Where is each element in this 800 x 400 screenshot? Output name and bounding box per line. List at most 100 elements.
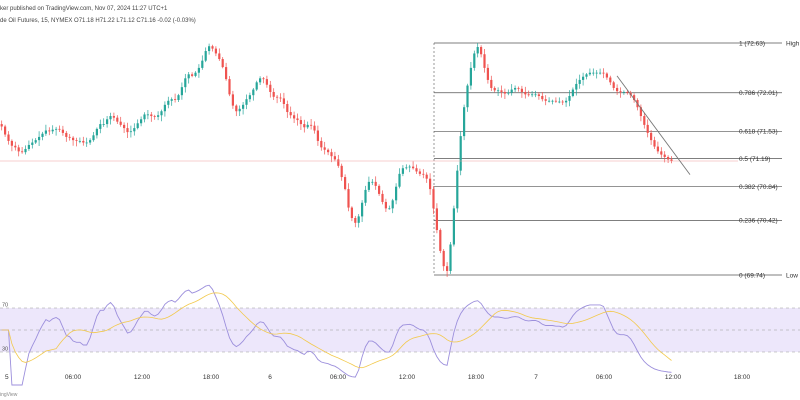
candle-body xyxy=(405,167,408,169)
candle-body xyxy=(670,159,673,162)
candle-body xyxy=(327,149,330,153)
candle-body xyxy=(605,73,608,78)
candle-body xyxy=(44,130,47,134)
candle-body xyxy=(425,174,428,179)
candle-body xyxy=(95,128,98,136)
candle-body xyxy=(75,140,78,141)
candle-body xyxy=(490,79,493,88)
candle-body xyxy=(534,94,537,96)
time-tick-label: 12:00 xyxy=(399,374,416,381)
candle-body xyxy=(347,189,350,208)
candle-body xyxy=(221,59,224,68)
fib-level-label: 0.382 (70.84) xyxy=(739,184,778,191)
candle-body xyxy=(133,128,136,132)
candle-body xyxy=(663,154,666,157)
candle-body xyxy=(656,146,659,152)
candle-body xyxy=(466,85,469,108)
rsi-panel: 70 30 xyxy=(0,284,800,386)
candle-body xyxy=(194,72,197,76)
candle-body xyxy=(231,94,234,106)
candle-body xyxy=(296,118,299,121)
candle-body xyxy=(252,89,255,96)
time-tick-label: 5 xyxy=(5,374,9,381)
candle-body xyxy=(306,124,309,128)
candle-body xyxy=(143,114,146,120)
candle-body xyxy=(554,100,557,102)
time-tick-label: 6 xyxy=(268,374,272,381)
candle-body xyxy=(58,128,61,130)
candle-body xyxy=(653,140,656,147)
candle-body xyxy=(7,134,10,141)
fib-level-label: 0.786 (72.01) xyxy=(739,90,778,97)
candle-body xyxy=(153,116,156,117)
candle-body xyxy=(293,115,296,119)
candle-body xyxy=(24,148,27,153)
candle-body xyxy=(633,95,636,100)
trendline[interactable] xyxy=(616,75,691,175)
candle-body xyxy=(255,82,258,90)
candle-body xyxy=(429,178,432,190)
candle-body xyxy=(520,88,523,92)
candle-body xyxy=(592,72,595,74)
time-tick-label: 12:00 xyxy=(134,374,151,381)
candle-body xyxy=(578,79,581,84)
candle-body xyxy=(191,74,194,76)
candle-body xyxy=(602,72,605,74)
candle-body xyxy=(333,156,336,160)
candle-body xyxy=(85,142,88,144)
candle-body xyxy=(599,72,602,74)
candle-body xyxy=(51,129,54,132)
candle-body xyxy=(439,230,442,251)
candle-body xyxy=(320,140,323,148)
candle-body xyxy=(160,111,163,116)
candle-body xyxy=(177,95,180,100)
candle-body xyxy=(361,202,364,217)
candle-body xyxy=(136,123,139,129)
candle-body xyxy=(286,104,289,113)
candle-body xyxy=(408,166,411,168)
candle-body xyxy=(146,114,149,116)
candle-body xyxy=(282,98,285,105)
candle-body xyxy=(242,104,245,109)
time-tick-label: 18:00 xyxy=(203,374,220,381)
candle-body xyxy=(38,136,41,141)
candle-body xyxy=(541,95,544,100)
candle-body xyxy=(612,82,615,88)
candle-body xyxy=(463,107,466,137)
candle-body xyxy=(667,156,670,160)
chart-overlays xyxy=(0,75,738,175)
candle-body xyxy=(588,72,591,75)
candle-body xyxy=(378,185,381,194)
candle-body xyxy=(167,100,170,105)
candle-body xyxy=(123,124,126,129)
candle-body xyxy=(269,84,272,92)
candle-body xyxy=(279,97,282,99)
candle-body xyxy=(31,142,34,145)
candle-body xyxy=(646,124,649,133)
candle-body xyxy=(524,91,527,95)
candle-body xyxy=(214,48,217,54)
time-tick-label: 7 xyxy=(534,374,538,381)
candle-body xyxy=(357,216,360,223)
candle-body xyxy=(197,67,200,73)
candle-body xyxy=(350,207,353,219)
candle-body xyxy=(330,152,333,157)
candle-body xyxy=(473,53,476,68)
candle-body xyxy=(452,208,455,245)
candle-body xyxy=(514,87,517,90)
candle-body xyxy=(228,79,231,95)
publisher-line: ker published on TradingView.com, Nov 07… xyxy=(0,6,168,12)
candle-body xyxy=(10,140,13,146)
fib-level-label: 0.618 (71.53) xyxy=(739,129,778,136)
fibonacci-retracement[interactable]: 1 (72.63) 0.786 (72.01) 0.618 (71.53) 0.5 (… xyxy=(433,40,800,279)
candle-body xyxy=(289,112,292,116)
candle-body xyxy=(245,99,248,105)
rsi-line xyxy=(1,284,672,386)
fib-level-label: 0 (69.74) xyxy=(739,272,765,279)
candle-body xyxy=(72,137,75,141)
candle-body xyxy=(272,91,275,97)
time-tick-label: 06:00 xyxy=(596,374,613,381)
candle-body xyxy=(381,193,384,202)
candle-body xyxy=(626,91,629,93)
